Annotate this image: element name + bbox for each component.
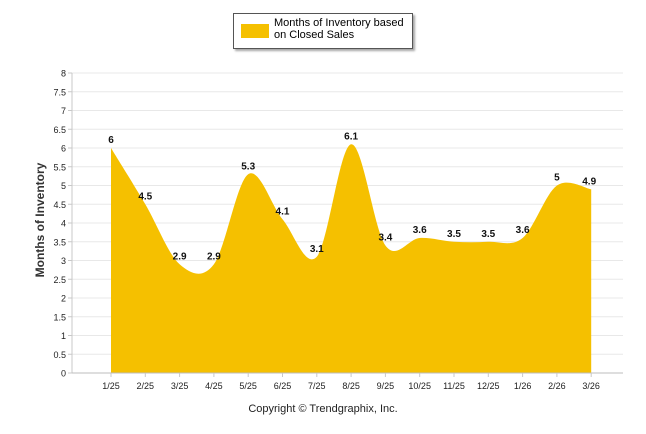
- y-tick-label: 8: [61, 69, 66, 79]
- y-tick-label: 4: [61, 219, 66, 229]
- x-tick-label: 5/25: [239, 381, 257, 391]
- x-tick-label: 3/25: [171, 381, 189, 391]
- y-tick-label: 6: [61, 144, 66, 154]
- data-label: 4.9: [582, 176, 596, 187]
- y-tick-label: 5: [61, 181, 66, 191]
- x-tick-label: 11/25: [443, 381, 465, 391]
- data-label: 4.1: [276, 206, 290, 217]
- x-tick-label: 9/25: [377, 381, 395, 391]
- x-tick-label: 7/25: [308, 381, 326, 391]
- y-tick-label: 6.5: [53, 125, 66, 135]
- data-label: 3.6: [413, 225, 427, 236]
- y-tick-label: 1.5: [53, 312, 66, 322]
- data-label: 3.1: [310, 244, 324, 255]
- x-tick-label: 8/25: [342, 381, 360, 391]
- x-tick-label: 3/26: [582, 381, 600, 391]
- x-tick-label: 2/25: [137, 381, 155, 391]
- x-tick-label: 2/26: [548, 381, 566, 391]
- x-tick-label: 1/25: [102, 381, 120, 391]
- copyright-text: Copyright © Trendgraphix, Inc.: [248, 403, 398, 415]
- data-label: 3.4: [378, 233, 392, 244]
- x-tick-label: 1/26: [514, 381, 532, 391]
- y-tick-label: 0.5: [53, 350, 66, 360]
- legend: Months of Inventory based on Closed Sale…: [233, 13, 413, 49]
- y-tick-label: 0: [61, 369, 66, 379]
- x-tick-label: 4/25: [205, 381, 223, 391]
- data-label: 5: [554, 173, 560, 184]
- data-label: 6: [108, 135, 114, 146]
- legend-swatch: [241, 24, 269, 38]
- data-label: 5.3: [241, 161, 255, 172]
- data-label: 3.6: [516, 225, 530, 236]
- data-labels: 6 4.5 2.9 2.9 5.3 4.1 3.1 6.1 3.4 3.6 3.5 3.5 3.6 5 4.…: [108, 131, 596, 262]
- data-label: 2.9: [207, 251, 221, 262]
- legend-label: Months of Inventory based on Closed Sale…: [274, 17, 404, 41]
- y-axis-title: Months of Inventory: [33, 162, 47, 278]
- data-label: 2.9: [173, 251, 187, 262]
- y-tick-label: 5.5: [53, 162, 66, 172]
- y-tick-label: 2.5: [53, 275, 66, 285]
- y-tick-label: 1: [61, 331, 66, 341]
- data-label: 4.5: [138, 191, 152, 202]
- data-label: 3.5: [447, 229, 461, 240]
- y-tick-label: 7: [61, 106, 66, 116]
- y-tick-label: 2: [61, 294, 66, 304]
- y-tick-label: 3: [61, 256, 66, 266]
- data-label: 6.1: [344, 131, 358, 142]
- series-area: [111, 144, 592, 373]
- data-label: 3.5: [481, 229, 495, 240]
- x-tick-label: 10/25: [408, 381, 431, 391]
- y-tick-label: 4.5: [53, 200, 66, 210]
- x-tick-label: 12/25: [477, 381, 500, 391]
- axes: 0 0.5 1 1.5 2 2.5 3 3.5 4 4.5 5 5.5 6 6.5 7 7.5 8 1/25 2/2…: [53, 69, 623, 391]
- y-tick-label: 7.5: [53, 87, 66, 97]
- x-tick-label: 6/25: [274, 381, 292, 391]
- y-tick-label: 3.5: [53, 237, 66, 247]
- data-area: [111, 144, 592, 373]
